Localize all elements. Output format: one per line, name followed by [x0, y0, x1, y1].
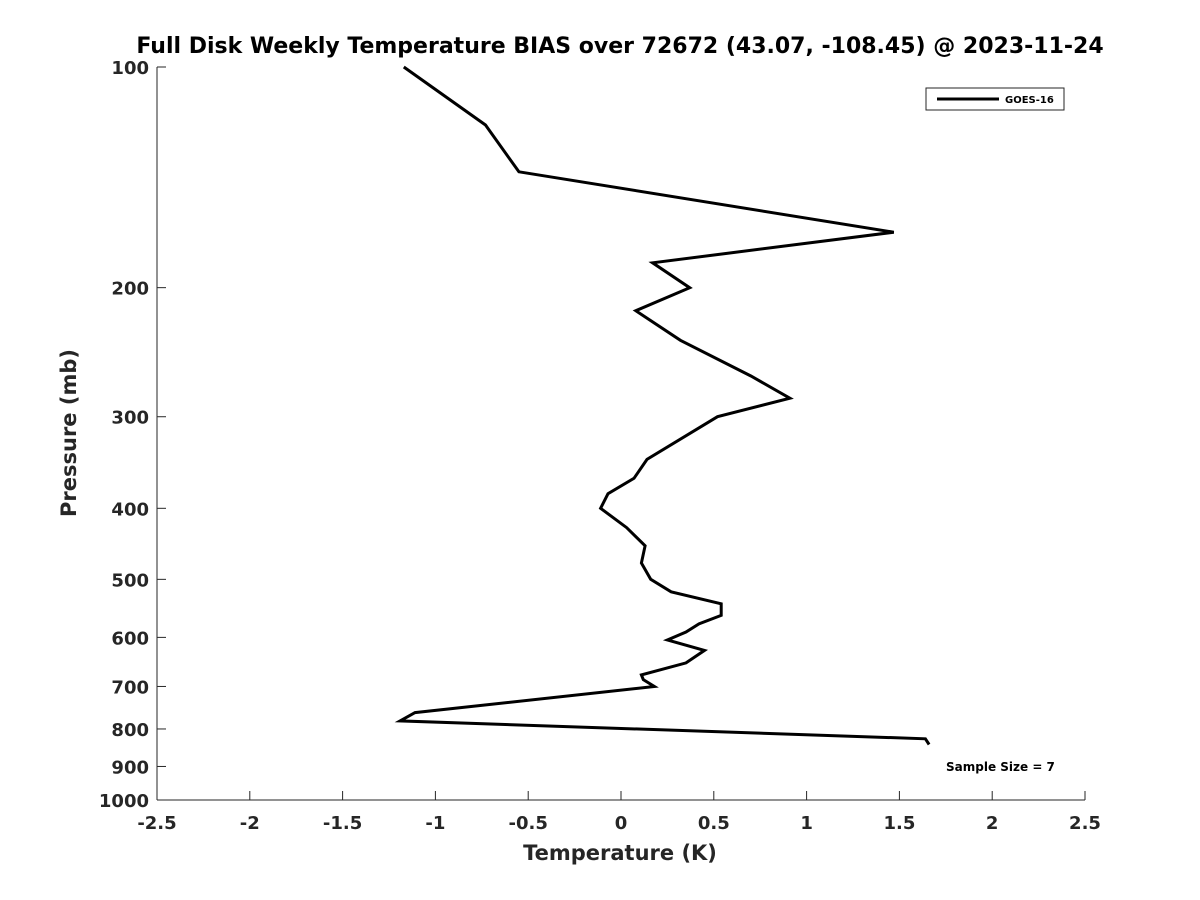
x-tick-label: -0.5: [509, 813, 548, 834]
y-tick-label: 500: [111, 570, 149, 591]
y-tick-label: 300: [111, 408, 149, 429]
x-axis-label: Temperature (K): [523, 841, 717, 865]
y-tick-label: 600: [111, 628, 149, 649]
x-tick-label: 2.5: [1069, 813, 1101, 834]
x-tick-label: -1: [425, 813, 445, 834]
x-axis-ticks: -2.5 -2 -1.5 -1 -0.5 0 0.5 1 1.5 2 2.5: [137, 791, 1101, 834]
sample-size-annotation: Sample Size = 7: [946, 760, 1055, 774]
y-tick-label: 400: [111, 499, 149, 520]
legend: GOES-16: [925, 87, 1065, 111]
x-tick-label: -1.5: [323, 813, 362, 834]
y-axis-ticks: 100 200 300 400 500 600 700 800 900 1000: [99, 58, 166, 812]
series-line-goes-16: [394, 65, 931, 746]
x-tick-label: 2: [986, 813, 999, 834]
x-tick-label: -2.5: [137, 813, 176, 834]
y-tick-label: 200: [111, 279, 149, 300]
y-tick-label: 700: [111, 677, 149, 698]
x-tick-label: 0: [615, 813, 628, 834]
series-layer: [394, 65, 931, 746]
y-tick-label: 100: [111, 58, 149, 79]
y-tick-label: 1000: [99, 791, 149, 812]
y-axis-label: Pressure (mb): [57, 349, 81, 517]
chart-title: Full Disk Weekly Temperature BIAS over 7…: [136, 34, 1103, 59]
x-tick-label: 1: [800, 813, 813, 834]
y-tick-label: 900: [111, 757, 149, 778]
x-tick-label: -2: [240, 813, 260, 834]
y-tick-label: 800: [111, 720, 149, 741]
x-tick-label: 0.5: [698, 813, 730, 834]
x-tick-label: 1.5: [883, 813, 915, 834]
legend-label: GOES-16: [1005, 95, 1054, 106]
